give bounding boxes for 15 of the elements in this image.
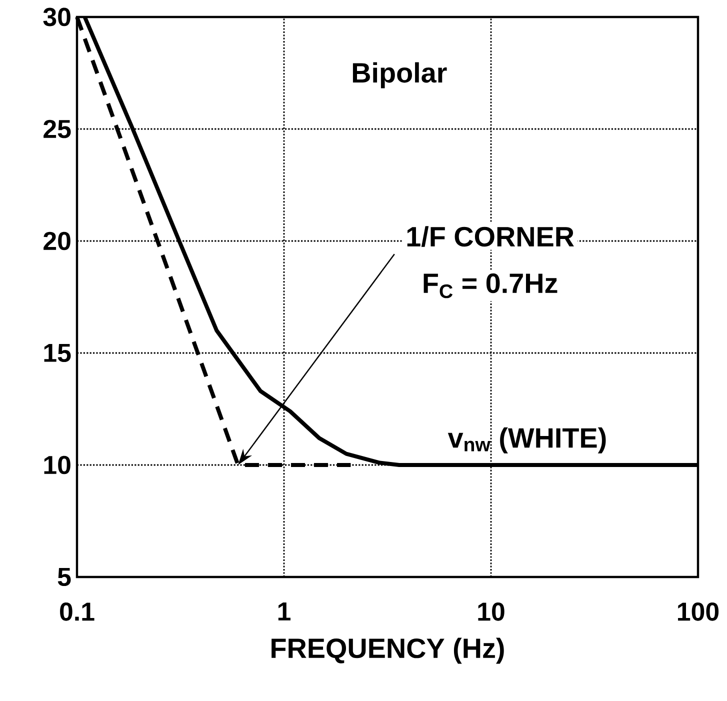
y-tick-label: 10 [44, 456, 70, 474]
y-tick-label: 25 [44, 120, 71, 138]
y-tick-label: 20 [44, 232, 70, 250]
y-tick-label: 30 [43, 8, 70, 26]
x-tick-label: 10 [478, 602, 504, 621]
annotation: F$_{C}$ = 0.7Hz [424, 273, 558, 298]
x-tick-label: 100 [678, 602, 719, 621]
x-axis-title: FREQUENCY (Hz) [272, 638, 504, 664]
y-tick-label: 15 [44, 344, 71, 362]
annotation: 1/F CORNER [407, 226, 574, 247]
x-tick-label: 0.1 [60, 602, 94, 621]
text: Bipolar [352, 62, 447, 88]
annotation: v$_{nw}$ (WHITE) [448, 427, 606, 454]
y-tick-label: 5 [58, 568, 71, 586]
x-tick-label: 1 [278, 602, 290, 620]
